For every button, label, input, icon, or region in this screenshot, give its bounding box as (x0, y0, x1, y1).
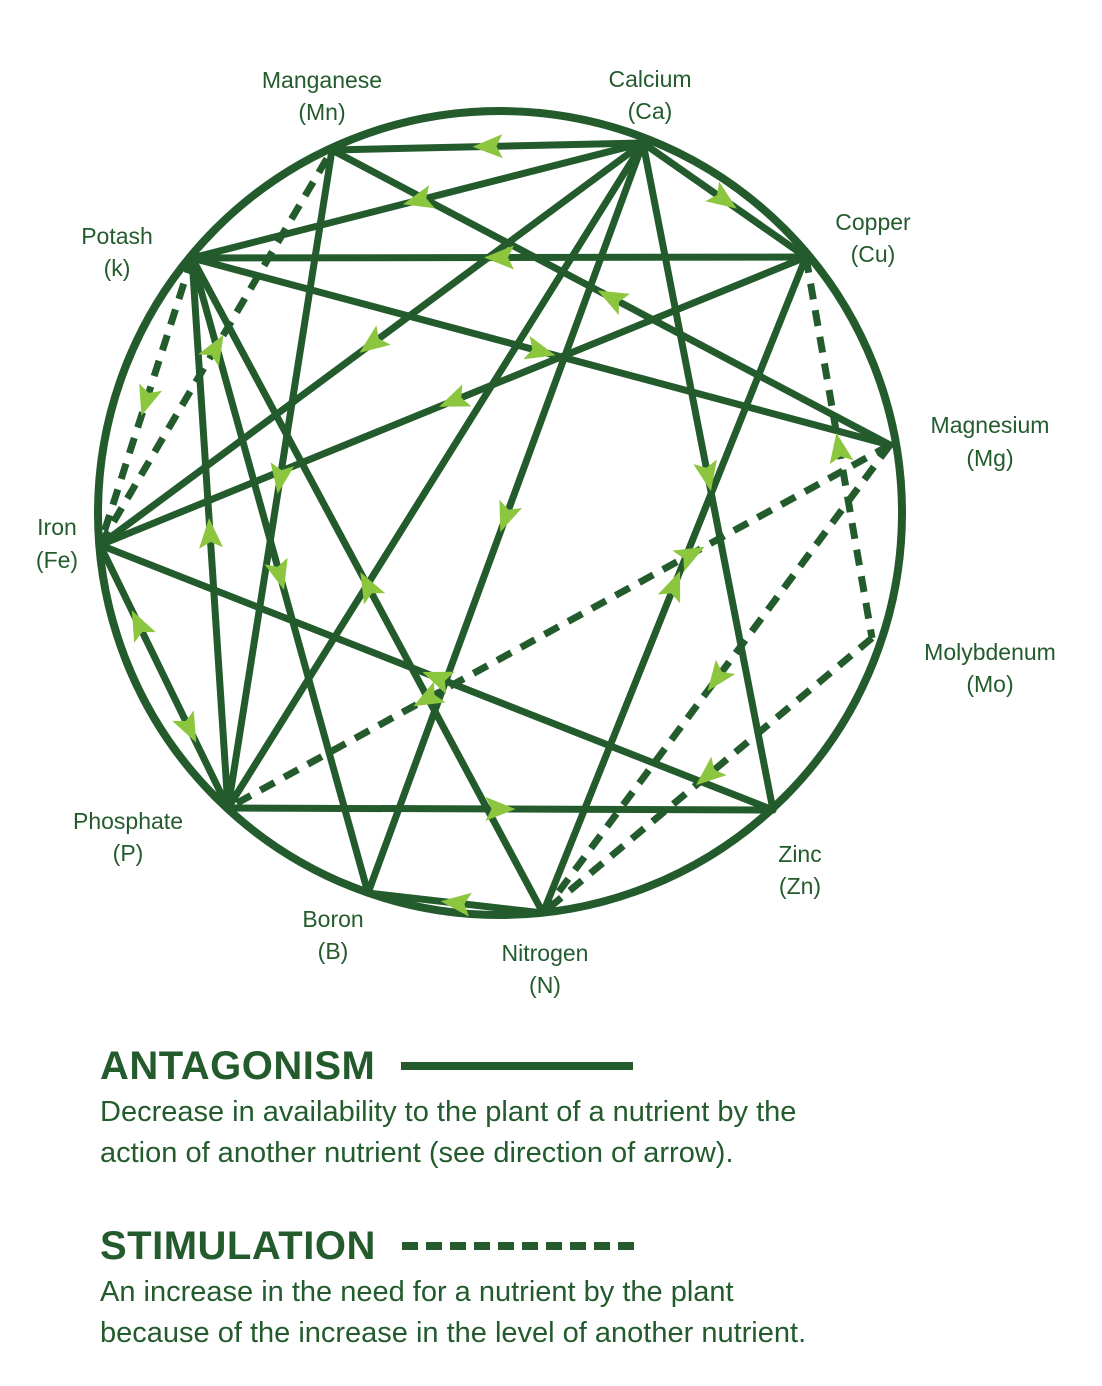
arrow-mo-to-cu (829, 432, 854, 465)
node-phosphate: Phosphate (P) (73, 808, 183, 866)
node-name: Iron (37, 514, 77, 540)
arrow-ca-to-k (403, 185, 435, 209)
node-symbol: (P) (113, 840, 144, 866)
node-symbol: (Zn) (779, 873, 821, 899)
arrow-cu-to-fe (439, 384, 472, 407)
arrow-mg-to-p (413, 681, 446, 707)
arrow-k-to-fe (139, 383, 162, 416)
node-name: Phosphate (73, 808, 183, 834)
nutrient-labels: Manganese (Mn) Calcium (Ca) Copper (Cu) … (36, 66, 1056, 998)
node-magnesium: Magnesium (Mg) (931, 412, 1050, 471)
antagonism-line-ca-p (224, 139, 647, 812)
legend-stimulation-title: STIMULATION (100, 1224, 376, 1268)
legend-stimulation: STIMULATION An increase in the need for … (100, 1222, 1000, 1354)
node-manganese: Manganese (Mn) (262, 67, 382, 125)
node-potash: Potash (k) (81, 223, 153, 281)
arrow-fe-to-mn (198, 334, 224, 367)
node-name: Molybdenum (924, 639, 1056, 665)
node-name: Nitrogen (502, 940, 589, 966)
node-name: Boron (302, 906, 363, 932)
arrow-ca-to-cu (705, 181, 737, 209)
arrow-p-to-mg (672, 546, 705, 572)
node-symbol: (B) (318, 938, 349, 964)
legend-stimulation-line-1: An increase in the need for a nutrient b… (100, 1276, 734, 1308)
node-symbol: (Ca) (628, 98, 673, 124)
node-molybdenum: Molybdenum (Mo) (924, 639, 1056, 697)
node-copper: Copper (Cu) (835, 209, 911, 267)
node-iron: Iron (Fe) (36, 514, 78, 573)
antagonism-line-fe-p (96, 541, 232, 812)
arrow-cu-to-k (484, 245, 514, 270)
arrow-p-to-zn (485, 796, 516, 821)
legend-antagonism-line-2: action of another nutrient (see directio… (100, 1137, 734, 1169)
arrow-n-to-k (360, 572, 386, 605)
node-calcium: Calcium (Ca) (608, 66, 691, 124)
arrow-ca-to-fe (359, 325, 391, 353)
node-name: Zinc (778, 841, 821, 867)
node-nitrogen: Nitrogen (N) (502, 940, 589, 998)
node-boron: Boron (B) (302, 906, 363, 964)
dashed-line-swatch (401, 1242, 634, 1250)
legend-antagonism-line-1: Decrease in availability to the plant of… (100, 1096, 797, 1128)
legend-stimulation-line-2: because of the increase in the level of … (100, 1317, 807, 1349)
node-symbol: (Mg) (966, 445, 1013, 471)
arrow-ca-to-mn (472, 134, 503, 159)
stimulation-line-mo-n (540, 635, 875, 916)
arrow-fe-to-p (172, 710, 197, 743)
legend-stimulation-description: An increase in the need for a nutrient b… (100, 1272, 1000, 1354)
arrow-mn-to-p (270, 462, 295, 494)
arrow-zn-to-fe (422, 671, 455, 695)
legend-antagonism-title: ANTAGONISM (100, 1044, 376, 1088)
arrow-mo-to-n (696, 756, 727, 786)
arrow-k-to-mg (523, 336, 556, 360)
node-symbol: (k) (104, 255, 131, 281)
node-name: Manganese (262, 67, 382, 93)
arrow-p-to-k (199, 518, 223, 549)
node-zinc: Zinc (Zn) (778, 841, 821, 899)
node-symbol: (Fe) (36, 547, 78, 573)
node-symbol: (Mo) (966, 671, 1013, 697)
nutrient-interaction-diagram: Manganese (Mn) Calcium (Ca) Copper (Cu) … (36, 66, 1056, 998)
node-name: Calcium (608, 66, 691, 92)
arrow-p-to-fe (131, 610, 156, 643)
solid-line-swatch (401, 1062, 634, 1070)
node-name: Potash (81, 223, 153, 249)
arrow-ca-to-b (499, 499, 522, 533)
arrow-mg-to-n (707, 659, 736, 691)
node-name: Copper (835, 209, 911, 235)
arrow-k-to-b (264, 557, 288, 590)
arrow-n-to-b (440, 892, 472, 917)
legend-antagonism-header: ANTAGONISM (100, 1042, 1000, 1090)
arrow-n-to-cu (657, 571, 681, 604)
legend-antagonism: ANTAGONISM Decrease in availability to t… (100, 1042, 1000, 1174)
outer-circle (94, 107, 906, 919)
node-symbol: (Mn) (298, 99, 345, 125)
relationship-arrows (131, 134, 854, 917)
arrow-ca-to-zn (693, 459, 717, 492)
arrow-mg-to-mn (597, 290, 630, 316)
stimulation-line-mg-p (226, 441, 892, 812)
node-symbol: (Cu) (851, 241, 896, 267)
legend-antagonism-description: Decrease in availability to the plant of… (100, 1092, 1000, 1174)
legend-stimulation-header: STIMULATION (100, 1222, 1000, 1270)
node-name: Magnesium (931, 412, 1050, 438)
node-symbol: (N) (529, 972, 561, 998)
